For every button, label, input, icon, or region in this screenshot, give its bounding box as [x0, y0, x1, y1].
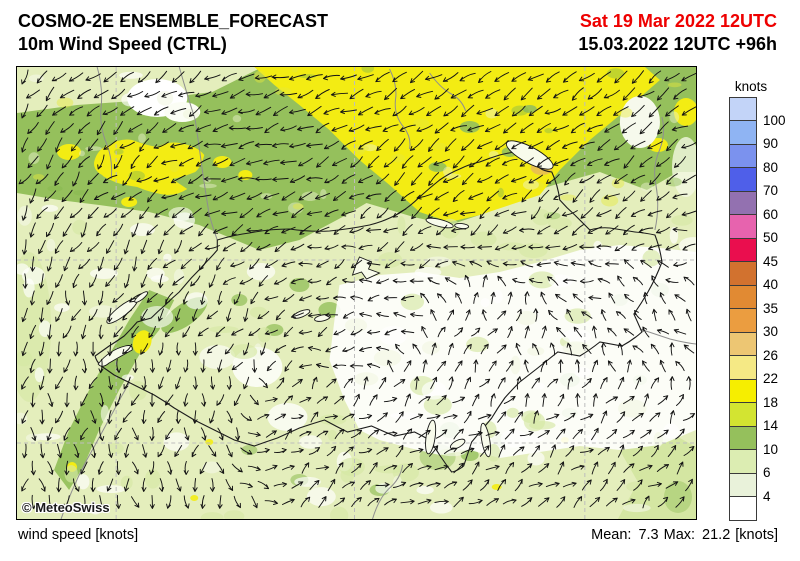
legend-label: 30	[763, 324, 779, 339]
stats-units: [knots]	[735, 527, 778, 543]
valid-date: Sat 19 Mar 2022 12UTC	[579, 11, 777, 31]
legend-label: 70	[763, 183, 779, 198]
legend-swatch	[729, 355, 757, 380]
legend-label: 40	[763, 277, 779, 292]
swiss-border	[94, 151, 663, 473]
legend-label: 90	[763, 136, 779, 151]
legend-swatch	[729, 331, 757, 356]
legend-swatch	[729, 378, 757, 403]
map-art	[17, 67, 696, 519]
legend-label: 26	[763, 347, 779, 363]
legend-label: 35	[763, 300, 779, 316]
legend-label: 60	[763, 206, 779, 222]
latlon-grid	[17, 67, 696, 519]
parameter-label: wind speed [knots]	[18, 527, 139, 543]
legend-swatch	[729, 167, 757, 192]
legend-swatch	[729, 214, 757, 239]
run-date: 15.03.2022 12UTC +96h	[578, 34, 777, 54]
legend-title: knots	[734, 79, 768, 94]
legend-swatch	[729, 496, 757, 521]
legend-label: 4	[763, 488, 771, 504]
legend-swatch	[729, 120, 757, 145]
mean-label: Mean:	[591, 527, 632, 543]
legend-swatch	[729, 261, 757, 286]
legend-label: 45	[763, 253, 779, 269]
legend-swatch	[729, 472, 757, 497]
legend-swatch	[729, 190, 757, 215]
legend-swatch	[729, 237, 757, 262]
legend-swatch	[729, 284, 757, 309]
legend-swatch	[729, 425, 757, 450]
legend-label: 18	[763, 394, 779, 410]
legend-swatch	[729, 308, 757, 333]
wind-arrows	[18, 69, 696, 510]
mean-value: 7.3	[638, 527, 659, 543]
page-title: COSMO-2E ENSEMBLE_FORECAST	[18, 11, 329, 31]
legend-swatch	[729, 402, 757, 427]
copyright-label: © MeteoSwiss	[22, 500, 110, 515]
max-value: 21.2	[702, 527, 731, 543]
legend-swatch	[729, 143, 757, 168]
forecast-map: © MeteoSwiss	[16, 66, 697, 520]
legend-swatch	[729, 449, 757, 474]
legend-swatch	[729, 96, 757, 121]
legend-label: 22	[763, 371, 779, 386]
legend-label: 10	[763, 441, 779, 457]
legend-label: 100	[763, 112, 786, 128]
legend-label: 14	[763, 418, 779, 433]
statistics: Mean: 7.3 Max: 21.2 [knots]	[591, 527, 778, 543]
legend-label: 50	[763, 230, 779, 245]
legend-label: 6	[763, 465, 771, 480]
legend-label: 80	[763, 159, 779, 175]
max-label: Max:	[663, 527, 696, 543]
page-subtitle: 10m Wind Speed (CTRL)	[18, 34, 227, 54]
